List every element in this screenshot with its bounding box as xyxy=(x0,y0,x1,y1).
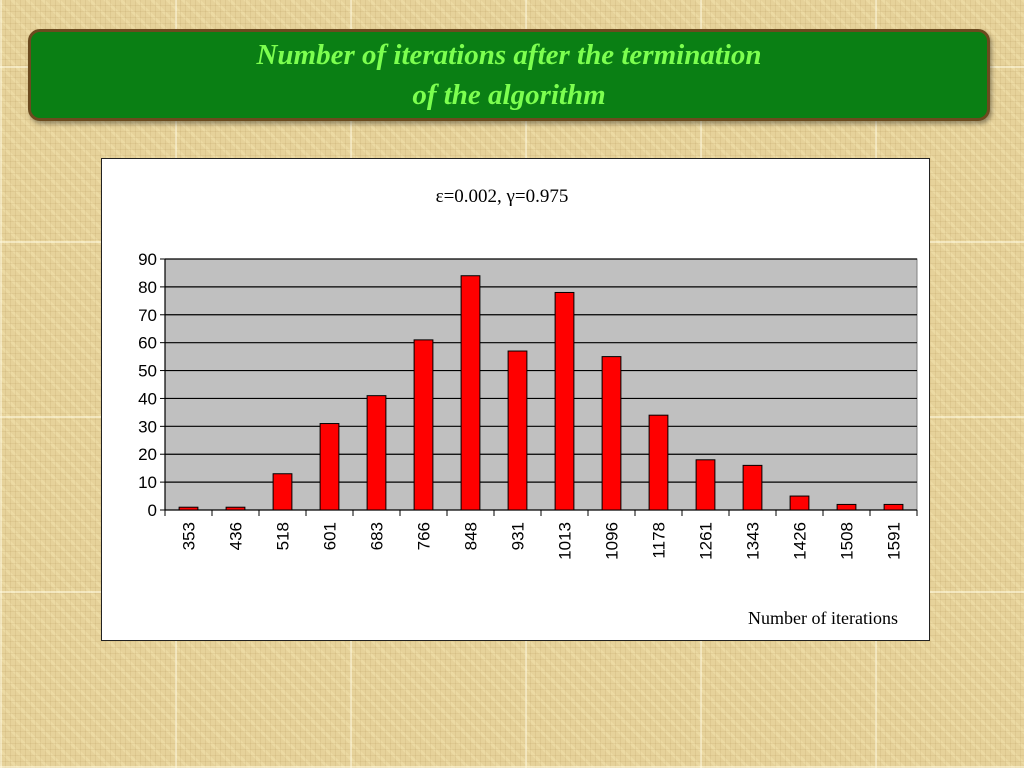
bar-518 xyxy=(272,473,293,511)
bar-1591 xyxy=(883,503,904,511)
slide-title-line-2: of the algorithm xyxy=(412,79,606,111)
bar-1343 xyxy=(742,464,763,511)
x-tick-label: 1591 xyxy=(885,522,904,560)
y-tick-label: 60 xyxy=(138,334,157,353)
x-tick-label: 1178 xyxy=(650,522,669,559)
x-tick-label: 1508 xyxy=(838,522,857,560)
plot-area xyxy=(164,258,918,511)
slide-title-line-1: Number of iterations after the terminati… xyxy=(256,39,762,71)
y-tick-label: 0 xyxy=(148,501,157,520)
x-tick-label: 683 xyxy=(368,522,387,550)
x-tick-label: 931 xyxy=(509,522,528,550)
y-tick-label: 40 xyxy=(138,389,157,408)
x-tick-label: 1426 xyxy=(791,522,810,560)
y-tick-label: 10 xyxy=(138,473,157,492)
y-tick-label: 50 xyxy=(138,362,157,381)
y-tick-label: 80 xyxy=(138,278,157,297)
x-tick-label: 1013 xyxy=(556,522,575,560)
y-tick-label: 70 xyxy=(138,306,157,325)
bar-848 xyxy=(460,275,481,511)
chart-title: ε=0.002, γ=0.975 xyxy=(436,186,569,207)
x-tick-label: 1096 xyxy=(603,522,622,560)
x-tick-label: 601 xyxy=(321,522,340,550)
x-tick-label: 353 xyxy=(180,522,199,550)
x-tick-label: 518 xyxy=(274,522,293,550)
x-tick-label: 1343 xyxy=(744,522,763,560)
x-tick-label: 1261 xyxy=(697,522,716,560)
bar-353 xyxy=(178,506,199,511)
bar-1013 xyxy=(554,291,575,511)
x-tick-label: 766 xyxy=(415,522,434,550)
bar-1508 xyxy=(836,503,857,511)
bar-436 xyxy=(225,506,246,511)
y-tick-label: 30 xyxy=(138,417,157,436)
bar-chart: ε=0.002, γ=0.975 0 10 20 30 40 50 60 70 80 90 353 4… xyxy=(138,186,918,628)
bar-601 xyxy=(319,423,340,511)
bar-1261 xyxy=(695,459,716,511)
bar-1178 xyxy=(648,414,669,511)
x-tick-label: 848 xyxy=(462,522,481,550)
x-tick-label: 436 xyxy=(227,522,246,550)
bar-1426 xyxy=(789,495,810,511)
x-axis-label: Number of iterations xyxy=(748,608,898,628)
y-tick-label: 90 xyxy=(138,250,157,269)
bar-683 xyxy=(366,395,387,511)
slide-title-banner: Number of iterations after the terminati… xyxy=(28,29,990,121)
bar-931 xyxy=(507,350,528,511)
y-tick-label: 20 xyxy=(138,445,157,464)
bar-766 xyxy=(413,339,434,511)
chart-panel: ε=0.002, γ=0.975 0 10 20 30 40 50 60 70 80 90 353 4… xyxy=(101,158,930,641)
bar-1096 xyxy=(601,356,622,511)
